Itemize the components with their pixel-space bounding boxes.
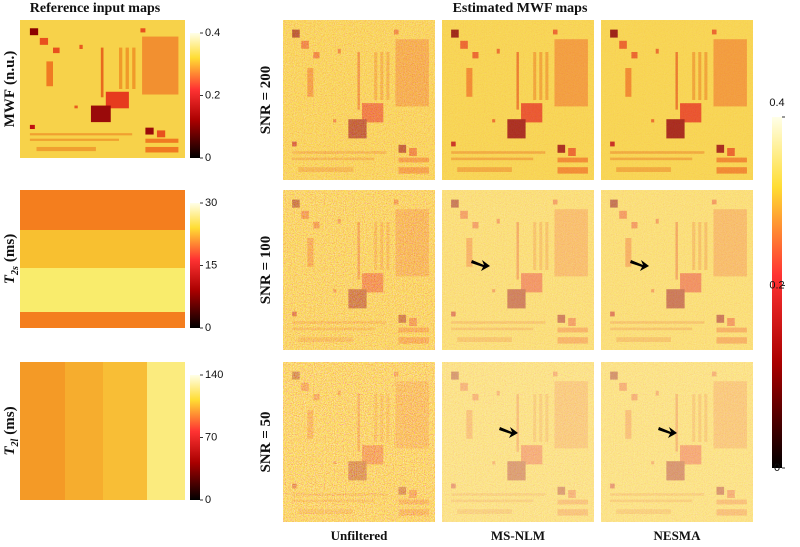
colorbar-ticks: 0.4 0.2 0 (769, 97, 785, 474)
unit: (n.u.) (2, 51, 18, 85)
column-labels: Unfiltered MS-NLM NESMA (331, 528, 701, 543)
wash (442, 20, 594, 180)
wash (601, 190, 753, 350)
band (103, 362, 147, 500)
arrow (499, 427, 518, 438)
noise (283, 362, 435, 522)
colorbar (190, 203, 200, 328)
row-label: T2s (ms) (2, 234, 21, 284)
band (147, 362, 185, 500)
noise (442, 362, 594, 522)
tick-label: 0.2 (769, 279, 784, 291)
noise (442, 190, 594, 350)
noise (601, 362, 753, 522)
arrow (658, 427, 677, 438)
tick-label: 30 (205, 197, 217, 209)
snr-label: SNR = 100 (258, 236, 274, 305)
tick-label: 0.4 (205, 27, 220, 39)
unit: (ms) (2, 234, 18, 262)
snr-label: SNR = 50 (258, 411, 274, 472)
t2s-reference-map (20, 190, 185, 328)
row-label: T2l (ms) (2, 406, 21, 455)
symbol: T (2, 274, 18, 284)
noise (283, 190, 435, 350)
tick-label: 0 (205, 322, 211, 334)
subscript: 2l (10, 438, 21, 447)
column-label: NESMA (654, 528, 702, 543)
tick-label: 70 (205, 431, 217, 443)
estimated-maps: SNR = 200 SNR = 100 SNR = 50 (258, 20, 753, 522)
column-label: MS-NLM (491, 528, 545, 543)
row-labels: MWF(n.u.)T2s(ms)T2l(ms) (2, 51, 21, 456)
snr-label: SNR = 200 (258, 66, 274, 135)
colorbar (772, 117, 782, 468)
tick-label: 0 (205, 494, 211, 506)
symbol: T (2, 446, 18, 456)
band (20, 190, 185, 230)
wash (442, 362, 594, 522)
band (20, 362, 65, 500)
band (20, 312, 185, 328)
wash (442, 190, 594, 350)
column-label: Unfiltered (331, 528, 389, 543)
header: Reference input maps (30, 1, 161, 16)
arrow (471, 260, 490, 271)
band (20, 268, 185, 312)
band (65, 362, 103, 500)
tick-label: 0 (205, 152, 211, 164)
wash (601, 20, 753, 180)
subscript: 2s (10, 266, 21, 276)
row-label: MWF (n.u.) (2, 51, 18, 128)
tick-label: 0.2 (205, 89, 220, 101)
colorbar (190, 375, 200, 500)
tick-label: 0 (774, 462, 780, 474)
symbol: MWF (2, 89, 18, 127)
noise (601, 20, 753, 180)
unit: (ms) (2, 406, 18, 434)
tick-label: 15 (205, 259, 217, 271)
arrow (630, 260, 649, 271)
noise (442, 20, 594, 180)
tick-label: 140 (205, 369, 223, 381)
noise (601, 190, 753, 350)
colorbar-ticks: 0.4 0.2 0 30 15 0 140 70 0 (200, 27, 223, 506)
wash (601, 362, 753, 522)
noise (283, 20, 435, 180)
mwf-reference-map (20, 20, 185, 158)
t2l-reference-map (20, 362, 185, 500)
band (20, 230, 185, 268)
tick-label: 0.4 (769, 97, 784, 109)
colorbar (190, 33, 200, 158)
header: Estimated MWF maps (453, 1, 588, 16)
